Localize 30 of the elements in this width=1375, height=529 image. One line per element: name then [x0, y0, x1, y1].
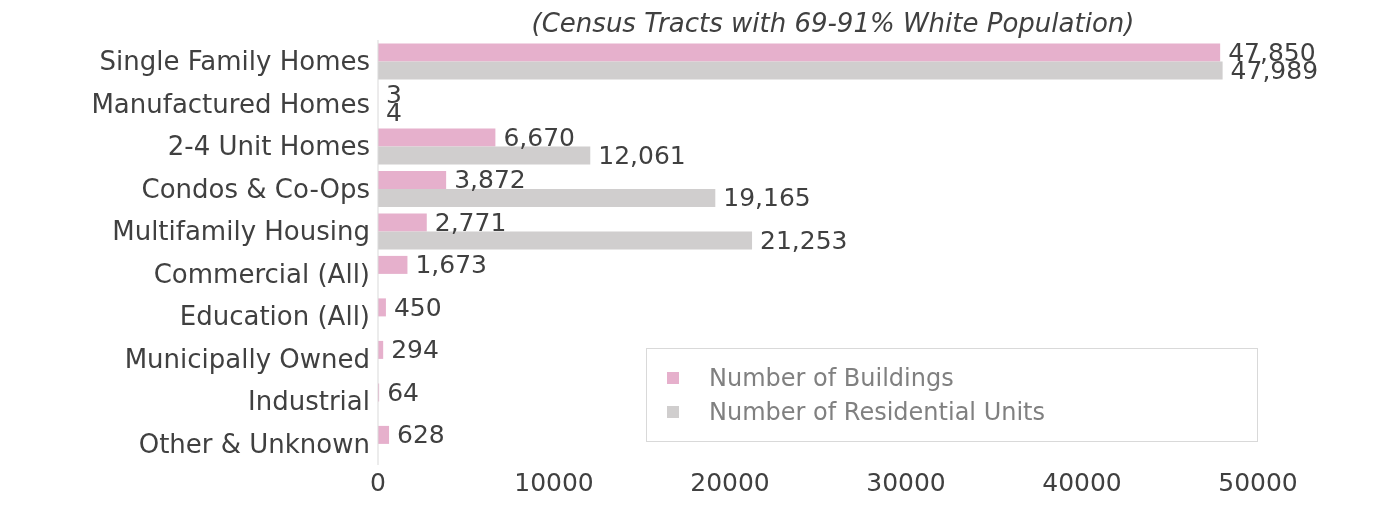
legend-label: Number of Buildings [709, 363, 954, 394]
y-tick-label: Single Family Homes [99, 46, 370, 77]
data-label: 12,061 [598, 140, 686, 170]
y-tick-label: Other & Unknown [138, 428, 370, 459]
data-label: 628 [397, 420, 445, 450]
data-label: 64 [387, 377, 419, 407]
y-tick-label: Municipally Owned [124, 343, 370, 374]
data-label: 450 [393, 292, 442, 322]
x-tick-label: 10000 [514, 467, 594, 497]
legend-label: Number of Residential Units [709, 397, 1045, 428]
data-label: 19,165 [723, 183, 811, 213]
data-label: 1,673 [415, 250, 488, 280]
y-tick-label: Manufactured Homes [91, 88, 370, 119]
x-tick-label: 50000 [1218, 467, 1298, 497]
chart-subtitle: (Census Tracts with 69-91% White Population) [531, 8, 1135, 38]
x-tick-label: 40000 [1042, 467, 1122, 497]
y-tick-label: Commercial (All) [153, 258, 370, 289]
x-tick-label: 30000 [866, 467, 946, 497]
data-label: 21,253 [760, 225, 848, 255]
y-tick-label: 2-4 Unit Homes [167, 131, 370, 162]
data-label: 6,670 [503, 122, 575, 152]
y-tick-label: Multifamily Housing [112, 216, 370, 247]
data-label: 294 [391, 335, 439, 365]
data-label: 2,771 [434, 207, 507, 237]
y-tick-label: Education (All) [179, 301, 370, 332]
data-label: 3,872 [454, 165, 526, 195]
x-tick-label: 0 [370, 467, 386, 497]
x-tick-label: 20000 [690, 467, 770, 497]
y-tick-label: Industrial [248, 386, 370, 417]
y-tick-label: Condos & Co-Ops [141, 173, 370, 204]
